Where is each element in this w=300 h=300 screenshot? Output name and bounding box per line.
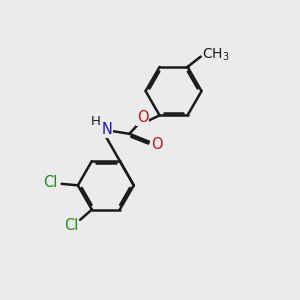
Text: CH$_3$: CH$_3$ [202, 46, 230, 63]
Text: Cl: Cl [64, 218, 79, 233]
Text: H: H [91, 115, 101, 128]
Text: O: O [151, 136, 163, 152]
Text: O: O [137, 110, 148, 125]
Text: Cl: Cl [44, 176, 58, 190]
Text: N: N [102, 122, 113, 137]
